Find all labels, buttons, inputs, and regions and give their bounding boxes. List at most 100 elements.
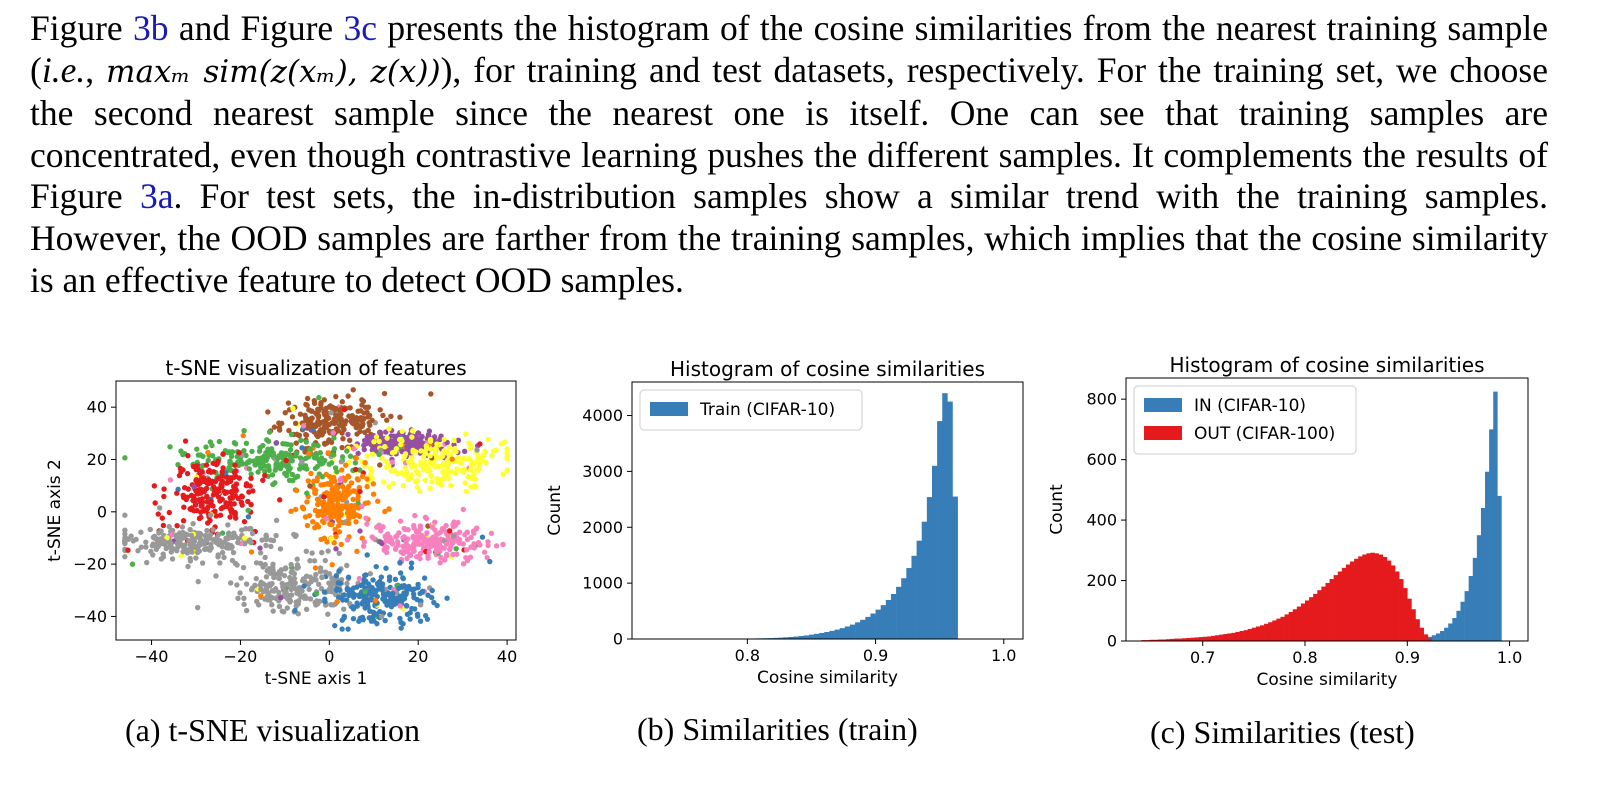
scatter-point <box>407 551 413 557</box>
scatter-point <box>359 397 365 403</box>
scatter-point <box>298 593 304 600</box>
scatter-point <box>282 409 288 416</box>
scatter-point <box>287 599 293 605</box>
figure-ref-3c[interactable]: 3c <box>343 8 377 48</box>
scatter-point <box>339 617 345 623</box>
scatter-point <box>238 460 244 466</box>
histogram-bar <box>1374 553 1379 641</box>
scatter-point <box>271 588 277 594</box>
scatter-point <box>411 525 417 531</box>
paragraph-text: Figure <box>30 8 134 48</box>
scatter-point <box>377 407 383 413</box>
histogram-bar <box>778 637 784 639</box>
scatter-point <box>408 565 415 571</box>
scatter-point <box>449 456 455 462</box>
histogram-bar <box>1276 618 1281 641</box>
histogram-bar <box>1350 561 1355 641</box>
scatter-point <box>323 405 330 412</box>
scatter-point <box>322 510 329 517</box>
paragraph-italic-text: i.e. <box>41 49 86 90</box>
histogram-bar <box>870 613 876 639</box>
figure-ref-3b[interactable]: 3b <box>133 8 169 48</box>
scatter-point <box>410 447 416 454</box>
scatter-point <box>273 440 280 446</box>
scatter-point <box>231 530 237 536</box>
histogram-bar <box>834 629 840 639</box>
scatter-point <box>361 446 367 453</box>
paragraph-text: , <box>85 49 107 90</box>
histogram-bar <box>788 636 794 639</box>
scatter-point <box>363 578 369 584</box>
scatter-point <box>436 455 443 461</box>
scatter-point <box>377 462 383 468</box>
histogram-bars <box>747 393 958 639</box>
scatter-point <box>233 473 239 480</box>
scatter-point <box>180 543 186 549</box>
scatter-point <box>204 527 210 534</box>
y-tick-label: 20 <box>87 450 107 469</box>
scatter-point <box>253 560 260 566</box>
scatter-point <box>429 594 435 601</box>
scatter-point <box>433 447 440 453</box>
scatter-point <box>168 549 174 555</box>
scatter-point <box>328 536 334 542</box>
scatter-point <box>232 462 238 468</box>
histogram-bar <box>1427 638 1433 641</box>
scatter-point <box>263 542 269 549</box>
scatter-point <box>241 595 247 601</box>
scatter-point <box>501 439 508 445</box>
scatter-point <box>319 459 325 465</box>
scatter-point <box>324 440 330 446</box>
scatter-point <box>399 428 405 435</box>
scatter-point <box>384 417 390 423</box>
scatter-point <box>368 468 375 474</box>
scatter-point <box>361 572 368 579</box>
scatter-point <box>342 503 349 510</box>
histogram-bar <box>1333 575 1339 641</box>
histogram-bar <box>937 421 943 639</box>
scatter-point <box>268 543 274 550</box>
scatter-point <box>386 506 392 512</box>
scatter-point <box>333 572 340 579</box>
scatter-point <box>366 615 372 621</box>
histogram-bar <box>1476 535 1482 641</box>
scatter-point <box>405 543 411 549</box>
histogram-bar <box>1345 564 1351 641</box>
scatter-point <box>241 601 247 608</box>
scatter-point <box>389 459 395 465</box>
scatter-point <box>242 525 249 532</box>
scatter-point <box>362 429 368 436</box>
scatter-point <box>167 477 174 483</box>
histogram-bar <box>1292 609 1298 641</box>
scatter-point <box>454 458 460 464</box>
scatter-point <box>174 522 180 529</box>
histogram-bar <box>1362 554 1367 641</box>
scatter-point <box>339 497 346 503</box>
scatter-point <box>405 438 411 445</box>
histogram-bar <box>1431 635 1437 641</box>
x-tick-label: 0.8 <box>1292 648 1317 667</box>
scatter-point <box>249 448 255 455</box>
scatter-point <box>304 522 311 529</box>
histogram-bar <box>1440 631 1445 641</box>
scatter-point <box>445 535 452 542</box>
scatter-point <box>454 466 460 472</box>
scatter-point <box>321 589 328 595</box>
scatter-point <box>386 426 392 432</box>
scatter-point <box>372 597 379 604</box>
scatter-point <box>257 550 264 556</box>
figure-ref-3a[interactable]: 3a <box>139 176 174 217</box>
legend: IN (CIFAR-10) OUT (CIFAR-100) <box>1133 385 1357 455</box>
scatter-point <box>488 530 495 537</box>
scatter-point <box>125 547 131 553</box>
scatter-point <box>219 469 225 475</box>
scatter-point <box>297 411 304 417</box>
scatter-point <box>246 489 252 495</box>
scatter-point <box>414 553 420 560</box>
scatter-point <box>412 512 418 519</box>
scatter-point <box>318 536 324 543</box>
histogram-bar <box>839 628 846 639</box>
histogram-bar <box>942 393 948 639</box>
scatter-point <box>344 448 350 454</box>
histogram-bar <box>1178 638 1183 641</box>
